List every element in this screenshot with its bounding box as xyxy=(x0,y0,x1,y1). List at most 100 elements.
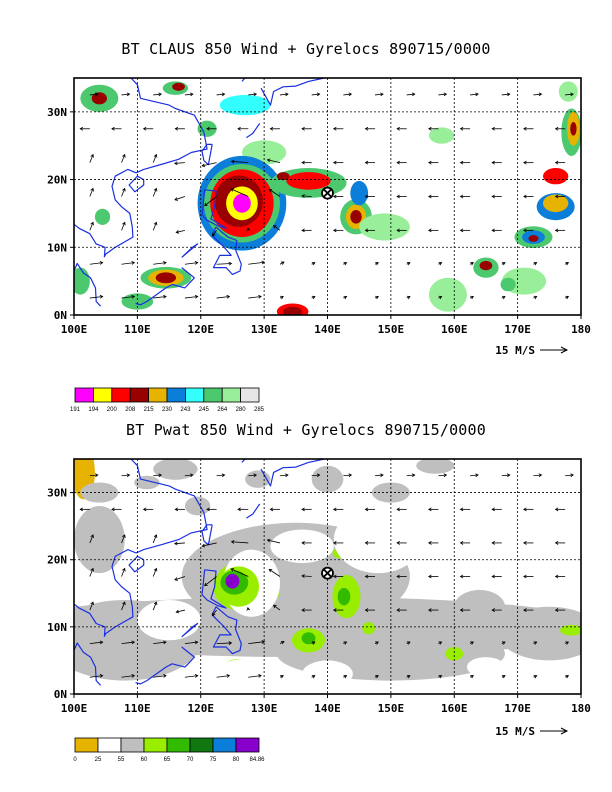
wind-arrow-head xyxy=(230,159,235,164)
wind-arrow xyxy=(216,675,230,678)
wind-arrow xyxy=(121,641,135,645)
wind-arrow-head xyxy=(406,674,411,679)
wind-arrow-head xyxy=(475,473,479,478)
wind-arrow-head xyxy=(94,92,99,97)
wind-arrow-head xyxy=(491,507,495,512)
wind-arrow-head xyxy=(163,294,167,299)
wind-arrow xyxy=(153,93,162,96)
wind-arrow-head xyxy=(459,228,464,233)
wind-arrow-head xyxy=(206,507,210,512)
wind-arrow-head xyxy=(90,601,94,606)
reference-vector-head xyxy=(560,346,569,354)
wind-arrow-head xyxy=(523,228,527,233)
wind-arrow-head xyxy=(332,541,337,545)
top-chart-title: BT CLAUS 850 Wind + Gyrelocs 890715/0000 xyxy=(121,40,491,58)
wind-arrow-head xyxy=(506,473,511,478)
wind-arrow-head xyxy=(230,568,235,572)
wind-arrow xyxy=(152,154,157,163)
wind-arrow-head xyxy=(204,202,208,207)
wind-arrow-head xyxy=(470,295,474,300)
wind-arrow-head xyxy=(343,295,348,300)
wind-arrow-head xyxy=(396,507,400,512)
shading-cell xyxy=(276,172,290,181)
wind-arrow-head xyxy=(266,158,271,163)
wind-arrow xyxy=(406,474,415,477)
wind-arrow-head xyxy=(396,160,400,165)
wind-arrow-head xyxy=(459,574,464,579)
wind-arrow-head xyxy=(570,473,574,478)
top-shading xyxy=(74,81,581,315)
wind-arrow xyxy=(174,162,185,164)
wind-arrow xyxy=(565,93,574,96)
reference-vector-head xyxy=(560,727,569,735)
wind-arrow-head xyxy=(280,261,285,265)
wind-arrow-head xyxy=(554,507,559,512)
wind-arrow-head xyxy=(163,261,167,265)
wind-arrow-head xyxy=(554,608,559,612)
wind-arrow-head xyxy=(175,230,180,234)
wind-arrow xyxy=(121,296,135,299)
wind-arrow xyxy=(174,196,186,201)
y-tick-label: 20N xyxy=(47,554,67,567)
wind-arrow-head xyxy=(523,160,527,165)
shading-cell xyxy=(153,459,198,480)
wind-arrow xyxy=(89,222,94,231)
colorbar-swatch xyxy=(240,387,260,403)
wind-arrow xyxy=(273,604,281,611)
shading-cell xyxy=(283,306,303,315)
wind-arrow-head xyxy=(364,541,369,545)
y-tick-label: 10N xyxy=(47,621,67,634)
wind-arrow xyxy=(374,474,384,477)
x-tick-label: 150E xyxy=(378,323,405,336)
wind-arrow xyxy=(231,161,249,164)
coastline xyxy=(128,555,145,573)
wind-arrow-head xyxy=(163,674,167,678)
shading-cell xyxy=(233,193,251,213)
wind-arrow-head xyxy=(523,541,527,545)
wind-arrow-head xyxy=(131,294,136,299)
wind-arrow-head xyxy=(99,674,104,678)
coastline xyxy=(201,569,227,609)
wind-arrow-head xyxy=(491,194,495,199)
colorbar-label: 80 xyxy=(233,757,240,763)
wind-arrow-head xyxy=(90,187,94,192)
wind-arrow-head xyxy=(174,541,178,546)
wind-arrow-head xyxy=(158,473,162,478)
coastline xyxy=(246,123,261,139)
wind-arrow-head xyxy=(565,295,570,300)
wind-arrow xyxy=(89,568,94,577)
wind-arrow xyxy=(184,93,193,96)
wind-arrow-head xyxy=(230,188,235,192)
wind-arrow-head xyxy=(332,160,337,165)
wind-arrow-head xyxy=(90,567,94,572)
wind-arrow-head xyxy=(272,604,277,609)
wind-arrow xyxy=(153,262,167,265)
shading-cell xyxy=(91,92,107,105)
coastline xyxy=(201,524,213,546)
coastline xyxy=(74,262,102,307)
wind-arrow-head xyxy=(343,641,348,645)
wind-arrow xyxy=(174,542,185,545)
coastline xyxy=(135,646,195,685)
x-tick-label: 100E xyxy=(61,702,88,715)
wind-arrow-head xyxy=(158,92,162,97)
top-colorbar: 191 194 200 208 215 230 243 245 264 280 285 xyxy=(70,387,265,413)
wind-arrow-head xyxy=(501,674,506,679)
y-tick-label: 0N xyxy=(54,688,67,701)
wind-arrow-head xyxy=(332,608,337,612)
wind-arrow xyxy=(89,188,94,197)
wind-arrow xyxy=(212,230,217,237)
wind-arrow xyxy=(212,609,217,616)
wind-arrow xyxy=(89,641,103,645)
wind-arrow-head xyxy=(364,507,369,512)
shading-cell xyxy=(74,505,125,574)
wind-arrow xyxy=(184,474,193,477)
shading-cell xyxy=(213,659,277,689)
wind-arrow-head xyxy=(428,541,432,545)
wind-arrow xyxy=(343,474,352,477)
x-tick-label: 160E xyxy=(441,702,468,715)
colorbar-swatch xyxy=(166,737,191,753)
y-tick-label: 30N xyxy=(47,106,67,119)
colorbar-swatch xyxy=(120,737,145,753)
wind-arrow-head xyxy=(380,473,384,478)
